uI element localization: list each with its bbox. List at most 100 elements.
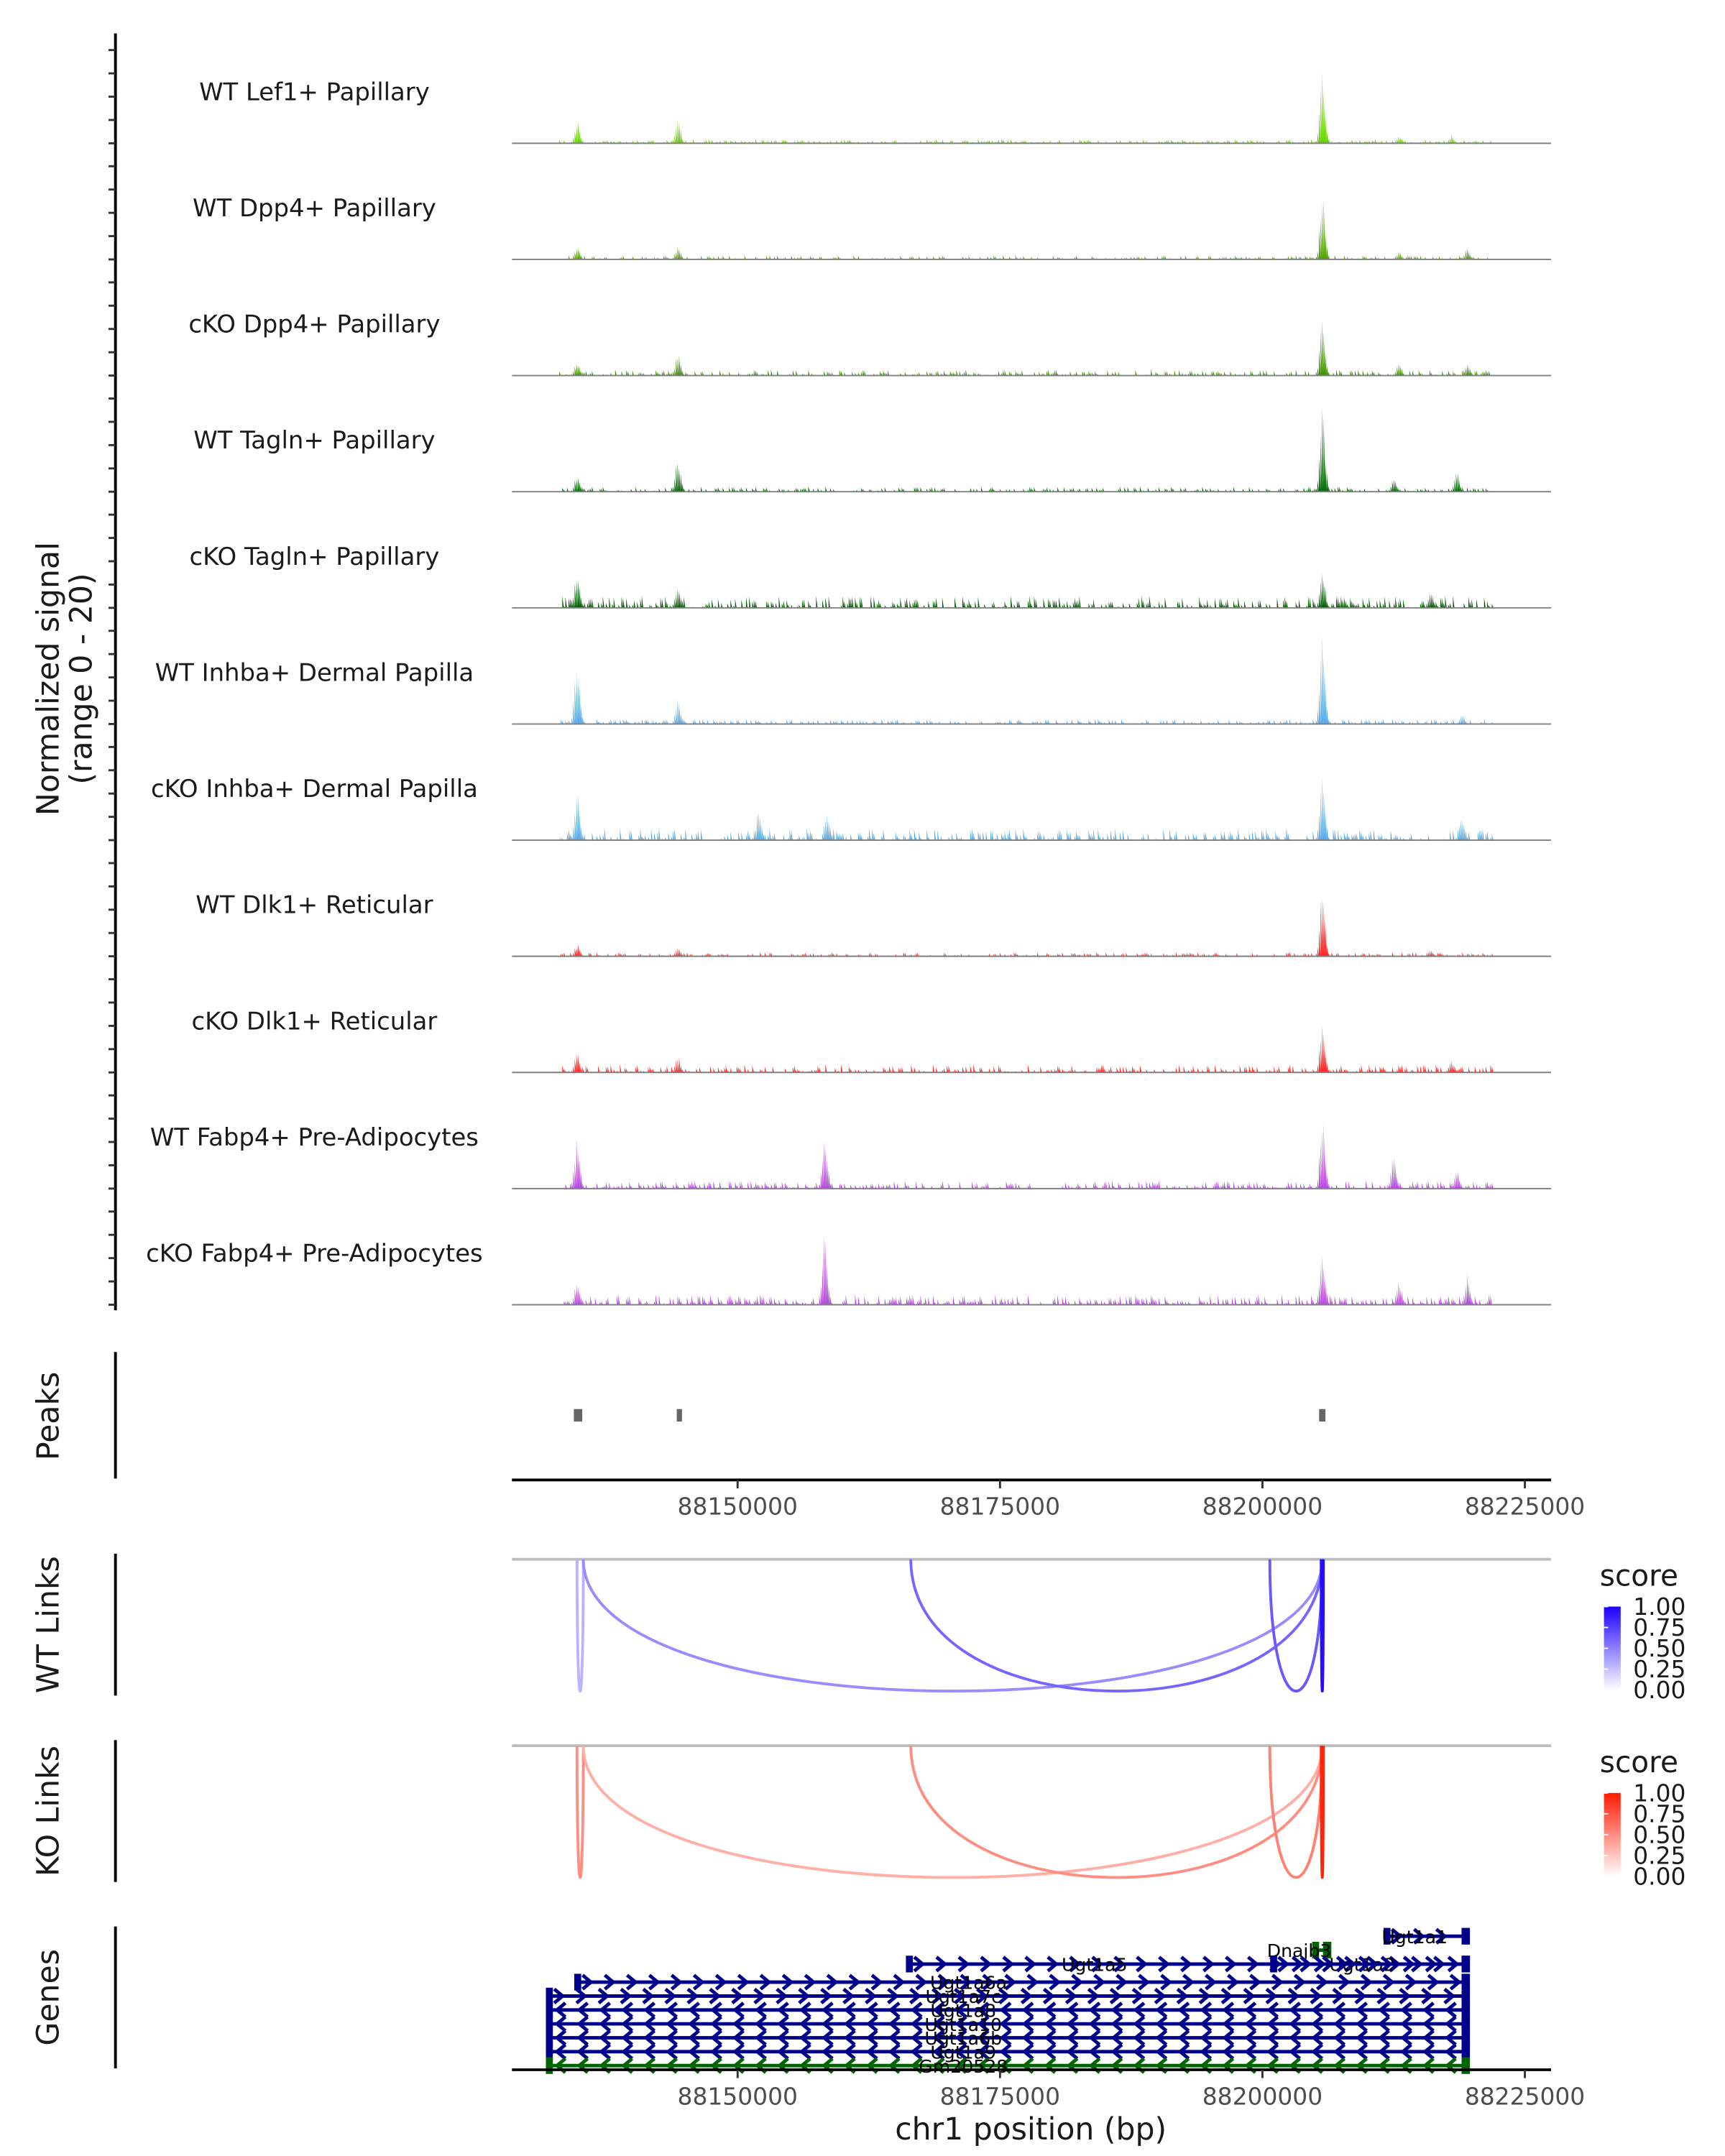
- strand-arrow: [620, 1987, 632, 2004]
- strand-arrow: [937, 1973, 950, 1991]
- link-arc: [581, 1559, 1324, 1692]
- strand-arrow: [915, 1973, 928, 1991]
- strand-arrow: [865, 2015, 878, 2032]
- strand-arrow: [888, 2001, 901, 2019]
- links-track-label: KO Links: [30, 1746, 66, 1876]
- strand-arrow: [1313, 1955, 1326, 1973]
- coverage-track: WT Dpp4+ Papillary: [193, 194, 1552, 260]
- strand-arrow: [954, 2001, 967, 2019]
- strand-arrow: [1182, 1973, 1195, 1991]
- strand-arrow: [1382, 1973, 1395, 1991]
- legend-tick-label: 0.75: [1633, 1613, 1685, 1641]
- strand-arrow: [576, 2001, 589, 2019]
- strand-arrow: [1177, 2043, 1190, 2060]
- strand-arrow: [1200, 2001, 1213, 2019]
- strand-arrow: [932, 2001, 945, 2019]
- strand-arrow: [688, 2043, 700, 2060]
- strand-arrow: [776, 1987, 788, 2004]
- legend-tick-label: 1.00: [1633, 1779, 1685, 1807]
- strand-arrow: [1376, 1987, 1389, 2004]
- coverage-tracks: WT Lef1+ Papillary WT Dpp4+ Papillary cKO …: [146, 71, 1552, 1306]
- peak-region: [1319, 1409, 1326, 1422]
- strand-arrow: [576, 2015, 589, 2032]
- strand-arrow: [554, 2029, 567, 2047]
- strand-arrow: [686, 1987, 699, 2004]
- gene-label: Ugt1a1: [1381, 1927, 1448, 1948]
- strand-arrow: [1220, 1987, 1233, 2004]
- strand-arrow: [1021, 2043, 1034, 2060]
- strand-arrow: [1133, 2043, 1146, 2060]
- gene-exon: [546, 2043, 553, 2060]
- strand-arrow: [1205, 1973, 1218, 1991]
- coverage-signal-area: [515, 635, 1494, 724]
- strand-arrow: [1021, 2001, 1034, 2019]
- strand-arrow: [754, 2029, 767, 2047]
- strand-arrow: [977, 2001, 990, 2019]
- strand-arrow: [1354, 1987, 1367, 2004]
- coverage-y-label-line2: (range 0 - 20): [64, 573, 100, 784]
- strand-arrow: [688, 2015, 700, 2032]
- strand-arrow: [953, 1987, 966, 2004]
- strand-arrow: [581, 1973, 594, 1991]
- strand-arrow: [776, 2043, 789, 2060]
- gene-exon: [546, 2057, 553, 2074]
- strand-arrow: [1002, 1955, 1015, 1973]
- strand-arrow: [759, 1973, 772, 1991]
- strand-arrow: [1399, 1987, 1412, 2004]
- strand-arrow: [776, 2029, 789, 2047]
- gene-exon: [1312, 1941, 1320, 1959]
- coverage-signal-area: [515, 1235, 1494, 1305]
- strand-arrow: [714, 1973, 727, 1991]
- strand-arrow: [648, 1973, 661, 1991]
- strand-arrow: [621, 2043, 634, 2060]
- strand-arrow: [554, 2015, 567, 2032]
- strand-arrow: [554, 2043, 567, 2060]
- strand-arrow: [1289, 2029, 1302, 2047]
- strand-arrow: [732, 2043, 745, 2060]
- strand-arrow: [1390, 1927, 1403, 1945]
- strand-arrow: [1315, 1973, 1328, 1991]
- strand-arrow: [1311, 2015, 1324, 2032]
- x-tick-label: 88150000: [678, 2082, 798, 2110]
- strand-arrow: [554, 2001, 567, 2019]
- coverage-track-label: WT Dlk1+ Reticular: [196, 891, 433, 919]
- strand-arrow: [1266, 2001, 1279, 2019]
- x-axis-bottom-ticks: 88150000 88175000 88200000 88225000: [678, 2070, 1585, 2110]
- strand-arrow: [1333, 2029, 1346, 2047]
- strand-arrow: [643, 2015, 656, 2032]
- strand-arrow: [1180, 1955, 1193, 1973]
- strand-arrow: [1088, 2001, 1101, 2019]
- gene-exon: [1461, 1955, 1471, 1973]
- strand-arrow: [776, 2001, 789, 2019]
- strand-arrow: [865, 2043, 878, 2060]
- coverage-track: WT Fabp4+ Pre-Adipocytes: [150, 1123, 1552, 1189]
- strand-arrow: [1044, 2029, 1057, 2047]
- strand-arrow: [1358, 1955, 1371, 1973]
- strand-arrow: [1222, 2043, 1235, 2060]
- strand-arrow: [799, 2015, 811, 2032]
- strand-arrow: [1091, 1955, 1104, 1973]
- strand-arrow: [576, 2043, 589, 2060]
- strand-arrow: [932, 2015, 945, 2032]
- strand-arrow: [1269, 1955, 1282, 1973]
- strand-arrow: [977, 2043, 990, 2060]
- strand-arrow: [1066, 2001, 1079, 2019]
- strand-arrow: [1449, 1973, 1462, 1991]
- coverage-track: WT Inhba+ Dermal Papilla: [155, 635, 1552, 725]
- strand-arrow: [1044, 2001, 1057, 2019]
- strand-arrow: [1289, 2043, 1302, 2060]
- strand-arrow: [1271, 1973, 1284, 1991]
- strand-arrow: [575, 1987, 588, 2004]
- gene-exon: [1461, 2043, 1471, 2060]
- strand-arrow: [982, 1973, 995, 1991]
- strand-arrow: [1158, 1955, 1171, 1973]
- strand-arrow: [1356, 2015, 1368, 2032]
- strand-arrow: [1176, 1987, 1189, 2004]
- strand-arrow: [1333, 2043, 1346, 2060]
- strand-arrow: [1247, 1955, 1259, 1973]
- strand-arrow: [1227, 1973, 1240, 1991]
- link-arc: [1320, 1746, 1325, 1879]
- strand-arrow: [1044, 2043, 1057, 2060]
- strand-arrow: [932, 2043, 945, 2060]
